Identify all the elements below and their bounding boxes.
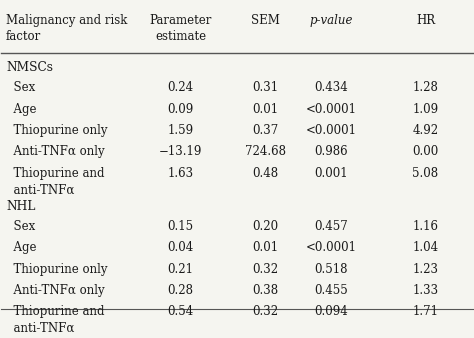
Text: 0.457: 0.457: [314, 220, 348, 233]
Text: Anti-TNFα only: Anti-TNFα only: [6, 145, 105, 159]
Text: 0.48: 0.48: [252, 167, 278, 180]
Text: 1.16: 1.16: [412, 220, 438, 233]
Text: 1.33: 1.33: [412, 284, 438, 297]
Text: 1.28: 1.28: [412, 81, 438, 94]
Text: 724.68: 724.68: [245, 145, 286, 159]
Text: Anti-TNFα only: Anti-TNFα only: [6, 284, 105, 297]
Text: 1.71: 1.71: [412, 306, 438, 318]
Text: 0.31: 0.31: [252, 81, 278, 94]
Text: Parameter
estimate: Parameter estimate: [149, 14, 211, 43]
Text: Sex: Sex: [6, 81, 36, 94]
Text: 1.23: 1.23: [412, 263, 438, 276]
Text: 0.15: 0.15: [167, 220, 193, 233]
Text: 1.09: 1.09: [412, 103, 438, 116]
Text: 0.00: 0.00: [412, 145, 438, 159]
Text: −13.19: −13.19: [159, 145, 202, 159]
Text: 0.38: 0.38: [252, 284, 278, 297]
Text: 0.094: 0.094: [314, 306, 348, 318]
Text: 1.63: 1.63: [167, 167, 193, 180]
Text: 0.32: 0.32: [252, 306, 278, 318]
Text: <0.0001: <0.0001: [306, 103, 357, 116]
Text: 0.21: 0.21: [167, 263, 193, 276]
Text: Malignancy and risk
factor: Malignancy and risk factor: [6, 14, 128, 43]
Text: 0.24: 0.24: [167, 81, 193, 94]
Text: 0.09: 0.09: [167, 103, 193, 116]
Text: Thiopurine and
  anti-TNFα: Thiopurine and anti-TNFα: [6, 167, 105, 196]
Text: 0.32: 0.32: [252, 263, 278, 276]
Text: Age: Age: [6, 103, 36, 116]
Text: p-value: p-value: [310, 14, 353, 27]
Text: 1.59: 1.59: [167, 124, 193, 137]
Text: 0.001: 0.001: [314, 167, 348, 180]
Text: SEM: SEM: [251, 14, 280, 27]
Text: 5.08: 5.08: [412, 167, 438, 180]
Text: Thiopurine and
  anti-TNFα: Thiopurine and anti-TNFα: [6, 306, 105, 335]
Text: 0.37: 0.37: [252, 124, 278, 137]
Text: 0.455: 0.455: [314, 284, 348, 297]
Text: 0.986: 0.986: [314, 145, 348, 159]
Text: NHL: NHL: [6, 200, 36, 213]
Text: Sex: Sex: [6, 220, 36, 233]
Text: Thiopurine only: Thiopurine only: [6, 124, 108, 137]
Text: 4.92: 4.92: [412, 124, 438, 137]
Text: Thiopurine only: Thiopurine only: [6, 263, 108, 276]
Text: 0.01: 0.01: [252, 241, 278, 255]
Text: 0.518: 0.518: [314, 263, 348, 276]
Text: 0.28: 0.28: [167, 284, 193, 297]
Text: <0.0001: <0.0001: [306, 124, 357, 137]
Text: 0.434: 0.434: [314, 81, 348, 94]
Text: 1.04: 1.04: [412, 241, 438, 255]
Text: 0.01: 0.01: [252, 103, 278, 116]
Text: 0.20: 0.20: [252, 220, 278, 233]
Text: Age: Age: [6, 241, 36, 255]
Text: NMSCs: NMSCs: [6, 61, 53, 74]
Text: HR: HR: [416, 14, 435, 27]
Text: <0.0001: <0.0001: [306, 241, 357, 255]
Text: 0.54: 0.54: [167, 306, 193, 318]
Text: 0.04: 0.04: [167, 241, 193, 255]
